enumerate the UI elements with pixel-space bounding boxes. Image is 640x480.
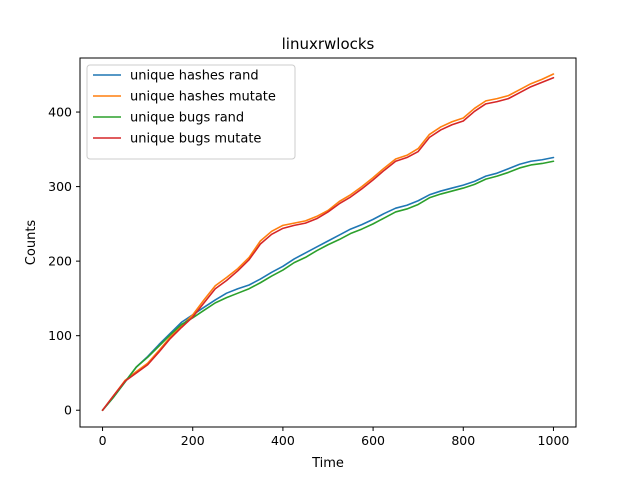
chart-title: linuxrwlocks <box>282 35 375 53</box>
x-tick-label: 0 <box>99 433 107 448</box>
series-line-3 <box>101 76 555 412</box>
series-line-2 <box>101 160 555 412</box>
y-tick-label: 100 <box>48 328 72 343</box>
y-tick-label: 0 <box>64 403 72 418</box>
x-tick-label: 800 <box>451 433 475 448</box>
legend: unique hashes rand unique hashes mutate un… <box>86 64 296 160</box>
series-layer <box>101 73 555 412</box>
y-axis-label: Counts <box>24 220 39 266</box>
x-tick-label: 600 <box>361 433 385 448</box>
y-tick-label: 400 <box>48 105 72 120</box>
plot-frame <box>79 57 577 428</box>
legend-label-1: unique hashes mutate <box>130 90 276 105</box>
x-tick-label: 400 <box>271 433 295 448</box>
axes-layer: 0 200 400 600 800 1000 0 100 200 300 400 <box>48 57 577 448</box>
series-line-1 <box>101 73 555 412</box>
legend-label-0: unique hashes rand <box>130 69 259 84</box>
x-tick-label: 1000 <box>538 433 570 448</box>
series-line-0 <box>101 156 555 412</box>
legend-frame <box>86 64 296 160</box>
legend-label-3: unique bugs mutate <box>130 132 261 147</box>
x-tick-label: 200 <box>181 433 205 448</box>
legend-label-2: unique bugs rand <box>130 111 244 126</box>
y-tick-label: 200 <box>48 254 72 269</box>
x-axis-label: Time <box>311 456 344 471</box>
y-tick-label: 300 <box>48 179 72 194</box>
